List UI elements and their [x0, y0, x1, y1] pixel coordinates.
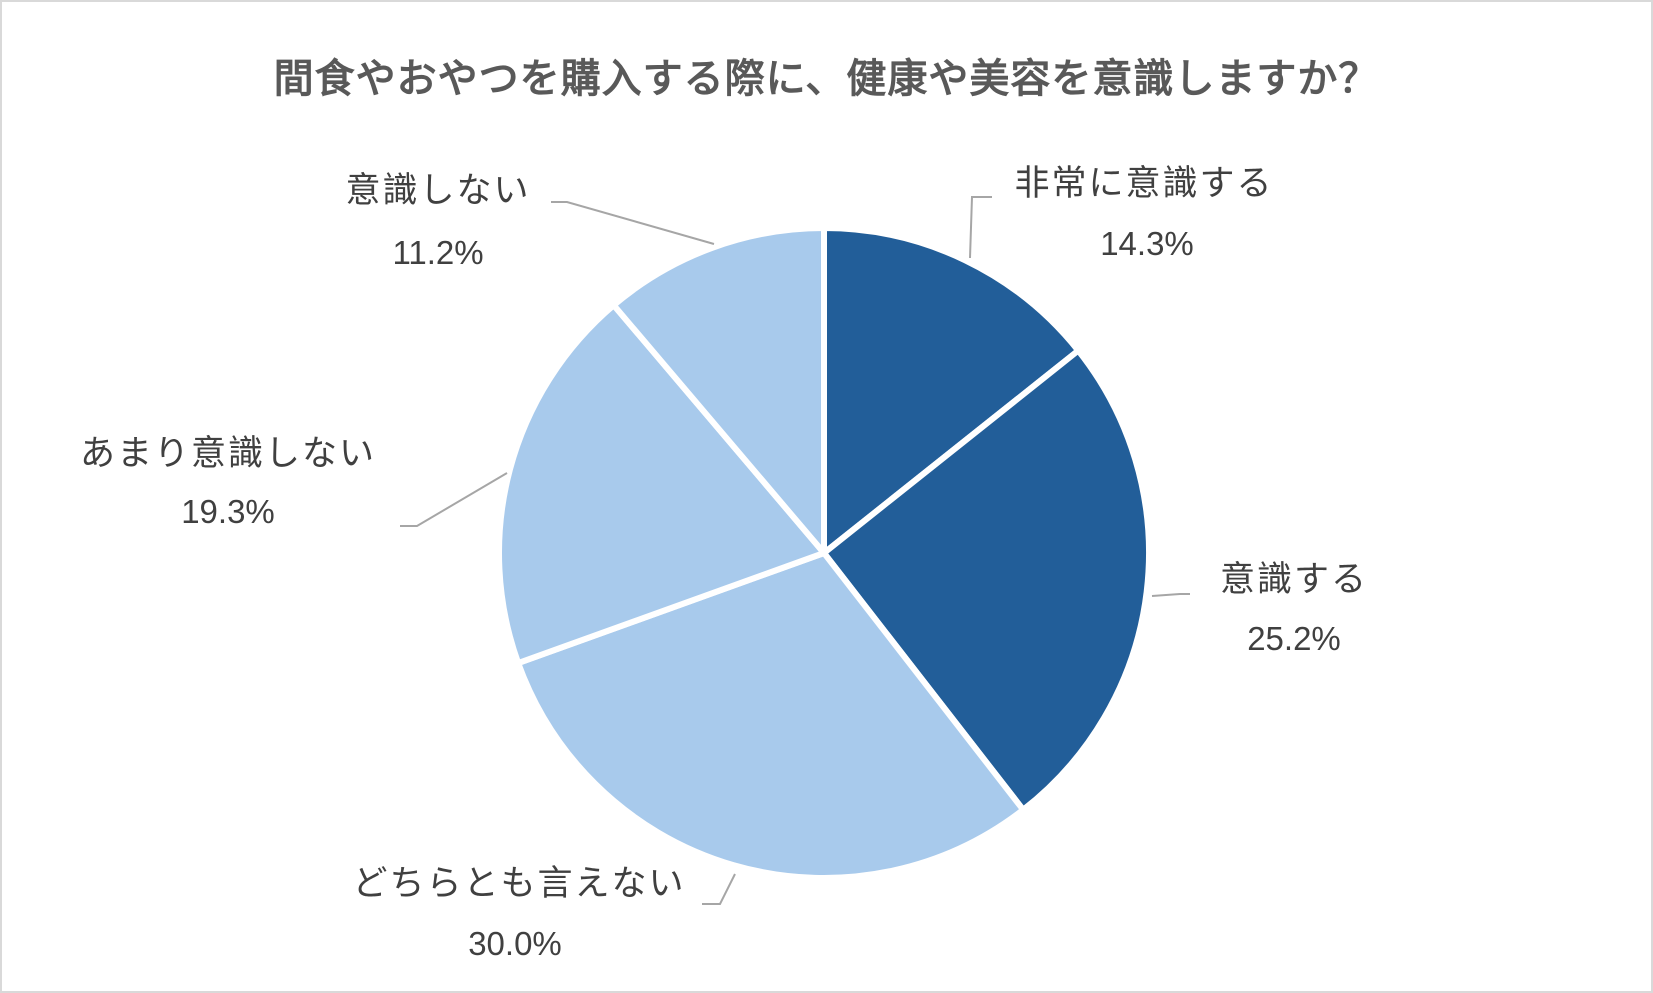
slice-value-label-3: 19.3%: [181, 493, 275, 530]
slice-label-2: どちらとも言えない: [352, 864, 685, 904]
leader-line-1: [1151, 593, 1190, 597]
leader-line-2: [702, 873, 736, 905]
slice-label-group-0: 非常に意識する 14.3%: [1014, 164, 1273, 262]
pie-slice-0: [821, 225, 1082, 556]
leader-lines: [400, 196, 1190, 905]
pie-slice-2: [515, 550, 1027, 881]
slice-label-group-1: 意識する 25.2%: [1220, 560, 1368, 657]
pie-slice-4: [610, 225, 827, 556]
pie-slices: [496, 225, 1152, 881]
slice-label-3: あまり意識しない: [80, 434, 376, 474]
slice-label-group-3: あまり意識しない 19.3%: [80, 434, 376, 530]
pie-slice-3: [496, 302, 827, 667]
slice-label-group-2: どちらとも言えない 30.0%: [352, 864, 685, 962]
leader-line-0: [969, 196, 992, 259]
slice-label-4: 意識しない: [345, 171, 530, 211]
slice-value-label-2: 30.0%: [468, 925, 562, 962]
chart-title: 間食やおやつを購入する際に、健康や美容を意識しますか？: [273, 56, 1380, 102]
slice-value-label-1: 25.2%: [1247, 620, 1341, 657]
slice-label-1: 意識する: [1220, 560, 1368, 600]
slice-value-label-0: 14.3%: [1100, 225, 1194, 262]
pie-slice-1: [821, 347, 1152, 813]
slice-label-group-4: 意識しない 11.2%: [345, 171, 530, 271]
leader-line-4: [551, 201, 715, 245]
slice-value-label-4: 11.2%: [392, 234, 483, 271]
slice-label-0: 非常に意識する: [1014, 164, 1273, 204]
leader-line-3: [400, 472, 508, 527]
